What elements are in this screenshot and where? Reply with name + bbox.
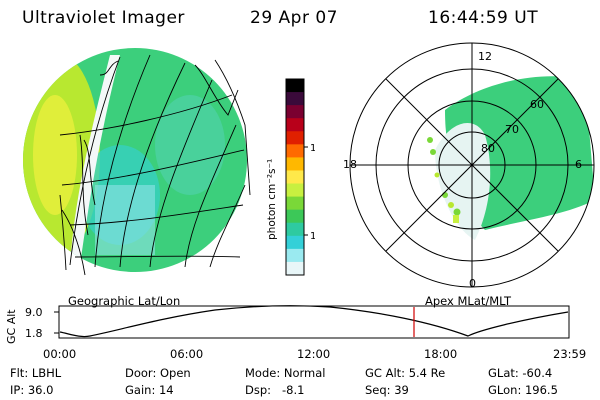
hour-label-6: 6	[575, 158, 582, 171]
altitude-curve	[59, 305, 569, 338]
polar-plot: 12 18 6 0 60 70 80	[343, 42, 595, 290]
colorbar-segment	[286, 248, 304, 263]
colorbar-segment	[286, 79, 304, 93]
orbit-xtick-4: 23:59	[553, 347, 587, 361]
colorbar-segment	[286, 235, 304, 250]
colorbar-tick-100: 100	[310, 143, 315, 154]
colorbar-segment	[286, 157, 304, 171]
colorbar-segment	[286, 105, 304, 119]
apex-label: Apex MLat/MLT	[425, 294, 512, 308]
orbit-ytick-1.8: 1.8	[25, 327, 43, 340]
geographic-grid	[59, 54, 251, 276]
info-mode: Mode: Normal	[245, 366, 326, 380]
info-flt: Flt: LBHL	[10, 366, 62, 380]
colorbar-tick-10: 10	[310, 231, 315, 242]
info-ip: IP: 36.0	[10, 383, 54, 397]
colorbar-frame	[285, 78, 305, 276]
colorbar-segment	[286, 118, 304, 132]
lat-label-60: 60	[530, 98, 544, 111]
orbit-ylabel: GC Alt	[5, 309, 18, 344]
colorbar-segment	[286, 261, 304, 276]
orbit-frame	[58, 305, 570, 339]
orbit-xtick-2: 12:00	[297, 347, 331, 361]
colorbar-segment	[286, 131, 304, 145]
hour-label-0: 0	[469, 277, 476, 290]
info-seq: Seq: 39	[365, 383, 409, 397]
colorbar-segment	[286, 209, 304, 224]
hour-label-12: 12	[478, 50, 492, 63]
info-dsp: Dsp: -8.1	[245, 383, 305, 397]
instrument-title: Ultraviolet Imager	[22, 8, 185, 28]
info-gc-alt: GC Alt: 5.4 Re	[365, 366, 446, 380]
colorbar-segment	[286, 183, 304, 198]
orbit-xtick-3: 18:00	[424, 347, 458, 361]
info-glon: GLon: 196.5	[488, 383, 558, 397]
colorbar-segment	[286, 144, 304, 158]
orbit-ytick-9: 9.0	[25, 306, 43, 319]
info-gain: Gain: 14	[125, 383, 174, 397]
geographic-label: Geographic Lat/Lon	[68, 294, 181, 308]
polar-grid	[349, 42, 595, 288]
date-label: 29 Apr 07	[250, 8, 338, 28]
orbit-xtick-1: 06:00	[170, 347, 204, 361]
colorbar-segment	[286, 92, 304, 106]
colorbar: 100 10 photon cm⁻²s⁻¹	[266, 78, 315, 276]
time-label: 16:44:59 UT	[428, 8, 539, 28]
orbit-xtick-0: 00:00	[43, 347, 77, 361]
colorbar-segment	[286, 170, 304, 185]
geographic-image	[23, 48, 251, 276]
hour-label-18: 18	[343, 158, 357, 171]
info-glat: GLat: -60.4	[488, 366, 553, 380]
colorbar-segment	[286, 222, 304, 237]
colorbar-segment	[286, 196, 304, 211]
lat-label-70: 70	[505, 123, 519, 136]
info-door: Door: Open	[125, 366, 191, 380]
orbit-altitude-plot: 9.0 1.8 GC Alt	[5, 305, 570, 344]
lat-label-80: 80	[481, 142, 495, 155]
colorbar-label: photon cm⁻²s⁻¹	[266, 159, 278, 240]
